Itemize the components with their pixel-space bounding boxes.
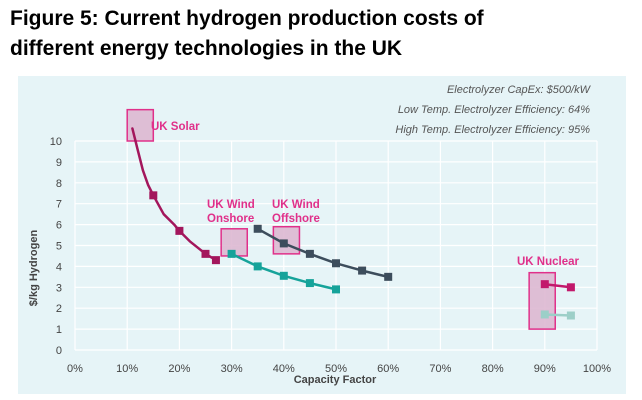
x-tick-5: 50% — [325, 363, 347, 375]
data-point-1-4 — [332, 285, 340, 294]
figure-title-line-2: different energy technologies in the UK — [10, 37, 403, 60]
y-tick-3: 3 — [56, 282, 62, 294]
annotation-label-onshore-0: UK Wind — [207, 199, 255, 211]
x-tick-7: 70% — [429, 363, 451, 375]
annotation-label-offshore-1: Offshore — [272, 213, 320, 225]
data-point-4-1 — [566, 311, 575, 320]
y-tick-7: 7 — [56, 199, 62, 211]
series-line-0 — [131, 127, 218, 262]
data-point-2-5 — [384, 272, 393, 281]
annotation-label-solar-0: UK Solar — [151, 121, 200, 133]
data-point-2-0 — [253, 224, 262, 233]
series-line-3 — [543, 282, 573, 289]
figure-title-line-1: Figure 5: Current hydrogen production co… — [10, 7, 484, 30]
figure-title: Figure 5: Current hydrogen production co… — [10, 4, 630, 64]
annotation-labels: UK Solar UK Wind Onshore UK Wind Offshore UK … — [151, 121, 580, 268]
y-tick-5: 5 — [56, 241, 62, 253]
data-point-3-1 — [566, 283, 575, 292]
annotation-label-onshore-1: Onshore — [207, 213, 254, 225]
data-point-0-1 — [175, 226, 184, 235]
data-point-1-1 — [253, 262, 262, 271]
annotation-boxes — [126, 108, 556, 330]
x-tick-9: 90% — [534, 363, 556, 375]
chart-panel — [18, 76, 626, 394]
data-point-2-4 — [358, 266, 367, 275]
x-tick-labels: 0% 10% 20% 30% 40% 50% 60% 70% 80% 90% 100% — [67, 363, 611, 375]
x-tick-1: 10% — [116, 363, 138, 375]
data-point-2-2 — [305, 249, 314, 258]
y-tick-9: 9 — [56, 157, 62, 169]
y-tick-2: 2 — [56, 303, 62, 315]
y-tick-labels: 0 1 2 3 4 5 6 7 8 9 10 — [50, 136, 62, 357]
annotation-label-offshore-0: UK Wind — [272, 199, 320, 211]
y-tick-1: 1 — [56, 324, 62, 336]
data-point-0-3 — [211, 256, 220, 265]
series-points — [149, 191, 575, 320]
note-low-temp: Low Temp. Electrolyzer Efficiency: 64% — [398, 104, 590, 116]
x-tick-0: 0% — [67, 363, 83, 375]
annotation-box-solar — [126, 108, 155, 142]
gridlines — [74, 140, 598, 351]
x-axis-label: Capacity Factor — [294, 374, 377, 386]
data-point-4-0 — [540, 310, 549, 319]
y-tick-10: 10 — [50, 136, 62, 148]
x-tick-8: 80% — [482, 363, 504, 375]
y-axis-label: $/kg Hydrogen — [28, 230, 40, 307]
y-tick-6: 6 — [56, 220, 62, 232]
data-point-0-0 — [149, 191, 158, 200]
x-tick-6: 60% — [377, 363, 399, 375]
data-point-2-1 — [279, 239, 288, 248]
data-point-0-2 — [201, 249, 210, 258]
series-line-2 — [256, 227, 390, 279]
data-point-1-2 — [279, 271, 288, 280]
data-point-3-0 — [540, 280, 549, 289]
note-capex: Electrolyzer CapEx: $500/kW — [447, 84, 592, 96]
y-tick-0: 0 — [56, 345, 62, 357]
x-tick-4: 40% — [273, 363, 295, 375]
x-tick-3: 30% — [221, 363, 243, 375]
series-line-4 — [543, 313, 573, 317]
data-point-1-3 — [305, 279, 314, 288]
annotation-label-nuclear-0: UK Nuclear — [517, 256, 580, 268]
data-point-2-3 — [332, 259, 340, 268]
y-tick-4: 4 — [56, 261, 62, 273]
note-high-temp: High Temp. Electrolyzer Efficiency: 95% — [395, 124, 590, 136]
data-point-1-0 — [227, 249, 236, 258]
x-tick-2: 20% — [168, 363, 190, 375]
y-tick-8: 8 — [56, 178, 62, 190]
x-tick-10: 100% — [583, 363, 611, 375]
